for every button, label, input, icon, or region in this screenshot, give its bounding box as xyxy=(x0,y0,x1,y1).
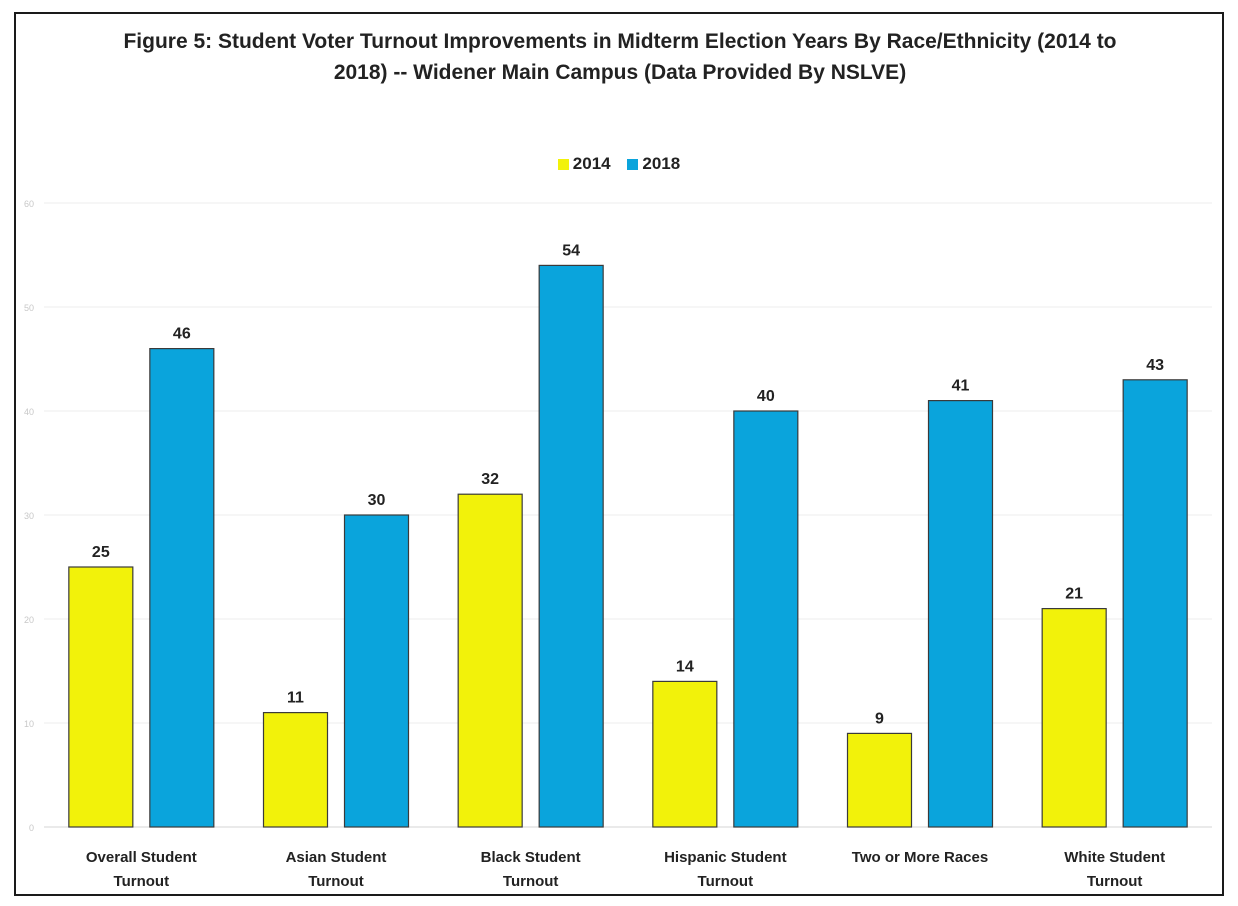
bar-2018 xyxy=(733,410,799,828)
x-tick-label: Overall Student xyxy=(86,849,197,866)
legend-item-2018: 2018 xyxy=(627,154,680,174)
chart-title: Figure 5: Student Voter Turnout Improvem… xyxy=(123,30,1117,84)
legend-swatch-2018 xyxy=(627,159,639,170)
x-tick-label: Black Student xyxy=(481,849,581,866)
data-label-2018: 41 xyxy=(952,378,970,395)
bar-2014 xyxy=(262,711,329,828)
bar-2014 xyxy=(846,732,913,828)
bar-2018 xyxy=(149,348,215,828)
data-label-2018: 54 xyxy=(562,242,580,259)
bar-2014 xyxy=(457,493,523,828)
bar-2018 xyxy=(343,514,410,828)
legend: 2014 2018 xyxy=(0,154,1238,174)
legend-label-2014: 2014 xyxy=(572,154,611,173)
y-tick-label: 10 xyxy=(24,719,34,729)
data-label-2018: 40 xyxy=(757,388,775,405)
x-tick-label: Turnout xyxy=(308,873,364,890)
data-label-2014: 21 xyxy=(1065,586,1083,603)
y-tick-label: 0 xyxy=(29,823,34,833)
bar-2014 xyxy=(1041,607,1107,828)
data-label-2018: 30 xyxy=(368,492,386,509)
x-tick-label: Hispanic Student xyxy=(664,849,787,866)
chart-frame xyxy=(14,12,1224,896)
y-tick-label: 30 xyxy=(24,511,34,521)
x-tick-label: Turnout xyxy=(503,873,559,890)
data-label-2018: 43 xyxy=(1146,357,1164,374)
y-tick-label: 40 xyxy=(24,407,34,417)
y-tick-label: 20 xyxy=(24,615,34,625)
bar-2018 xyxy=(927,400,994,828)
data-label-2014: 9 xyxy=(875,710,884,727)
data-label-2014: 14 xyxy=(676,658,694,675)
y-tick-label: 50 xyxy=(24,303,34,313)
bar-2018 xyxy=(1122,379,1188,828)
x-tick-label: Two or More Races xyxy=(852,849,988,866)
bar-2014 xyxy=(652,680,718,828)
data-label-2018: 46 xyxy=(173,326,191,343)
legend-label-2018: 2018 xyxy=(642,154,681,173)
x-tick-label: Turnout xyxy=(698,873,754,890)
x-tick-label: Asian Student xyxy=(286,849,387,866)
x-tick-label: White Student xyxy=(1064,849,1165,866)
y-tick-label: 60 xyxy=(24,199,34,209)
data-label-2014: 32 xyxy=(481,471,499,488)
data-label-2014: 25 xyxy=(92,544,110,561)
x-tick-label: Turnout xyxy=(1087,873,1143,890)
data-label-2014: 11 xyxy=(287,690,304,707)
bar-2018 xyxy=(538,264,604,828)
legend-swatch-2014 xyxy=(557,159,569,170)
bar-2014 xyxy=(68,566,134,828)
legend-item-2014: 2014 xyxy=(557,154,611,174)
x-tick-label: Turnout xyxy=(114,873,170,890)
